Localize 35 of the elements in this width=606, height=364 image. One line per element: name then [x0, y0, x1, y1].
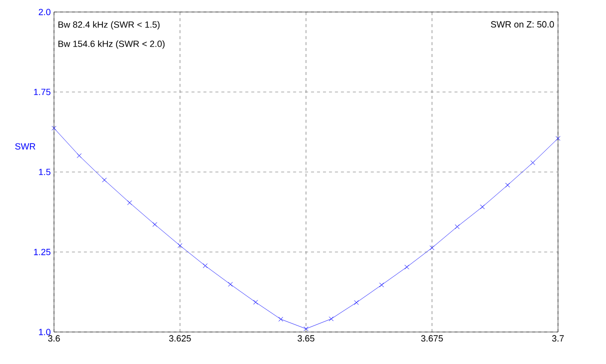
point: [76, 153, 82, 158]
point: [328, 316, 334, 322]
point: [404, 264, 410, 270]
annotation: Bw 82.4 kHz (SWR < 1.5): [58, 21, 160, 30]
y-tick-label: 1.25: [34, 248, 50, 256]
x-tick-label: 3.625: [169, 335, 191, 342]
point: [379, 282, 384, 288]
point: [505, 182, 510, 188]
y-axis-title: SWR: [15, 143, 36, 150]
point: [253, 300, 258, 305]
point: [52, 126, 56, 131]
point: [530, 160, 536, 166]
y-tick-label: 1.5: [39, 168, 50, 176]
point: [430, 245, 434, 250]
point: [480, 204, 485, 210]
point: [454, 224, 460, 230]
x-tick-label: 3.7: [552, 335, 564, 342]
x-tick-label: 3.675: [421, 335, 443, 342]
point: [354, 300, 359, 305]
point: [202, 263, 208, 268]
point: [228, 282, 233, 287]
point: [278, 316, 284, 322]
annotation: SWR on Z: 50.0: [490, 21, 554, 28]
point: [102, 178, 107, 182]
point: [127, 200, 132, 206]
point: [304, 326, 308, 332]
y-tick-label: 1.75: [34, 88, 50, 96]
x-tick-label: 3.6: [48, 335, 60, 342]
annotation: Bw 154.6 kHz (SWR < 2.0): [58, 40, 165, 49]
point: [152, 222, 158, 227]
y-tick-label: 1.0: [39, 328, 50, 336]
y-tick-label: 2.0: [38, 8, 50, 16]
point: [556, 136, 560, 141]
point: [178, 243, 182, 248]
x-tick-label: 3.65: [298, 335, 314, 342]
